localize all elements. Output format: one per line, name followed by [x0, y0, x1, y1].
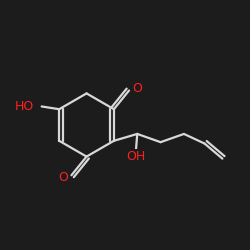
Text: OH: OH	[126, 150, 146, 163]
Text: O: O	[58, 171, 68, 184]
Text: O: O	[132, 82, 142, 95]
Text: HO: HO	[15, 100, 34, 113]
